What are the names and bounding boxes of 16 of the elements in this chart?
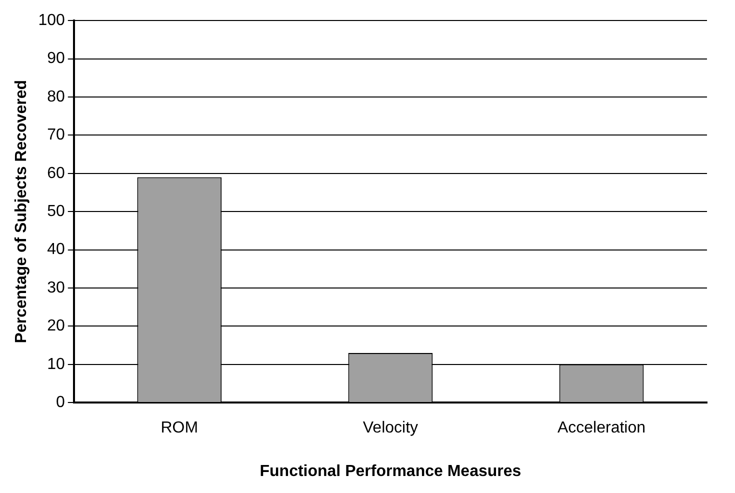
y-tick-label: 80 xyxy=(47,88,65,106)
y-tick-label: 70 xyxy=(47,126,65,144)
y-tick-label: 90 xyxy=(47,50,65,68)
y-tick-label: 20 xyxy=(47,318,65,335)
y-tick-label: 0 xyxy=(56,394,65,412)
y-tick-label: 30 xyxy=(47,279,65,296)
x-axis-title: Functional Performance Measures xyxy=(260,462,522,480)
y-tick-label: 50 xyxy=(47,203,65,220)
x-tick-label: Velocity xyxy=(362,420,418,437)
y-tick-label: 40 xyxy=(47,241,65,258)
y-tick-label: 60 xyxy=(47,164,65,182)
y-tick-label: 10 xyxy=(47,356,65,373)
x-tick-label: Acceleration xyxy=(557,420,646,437)
y-tick-label: 100 xyxy=(38,12,65,30)
y-axis-title: Percentage of Subjects Recovered xyxy=(13,80,30,344)
x-tick-label: ROM xyxy=(160,420,198,437)
